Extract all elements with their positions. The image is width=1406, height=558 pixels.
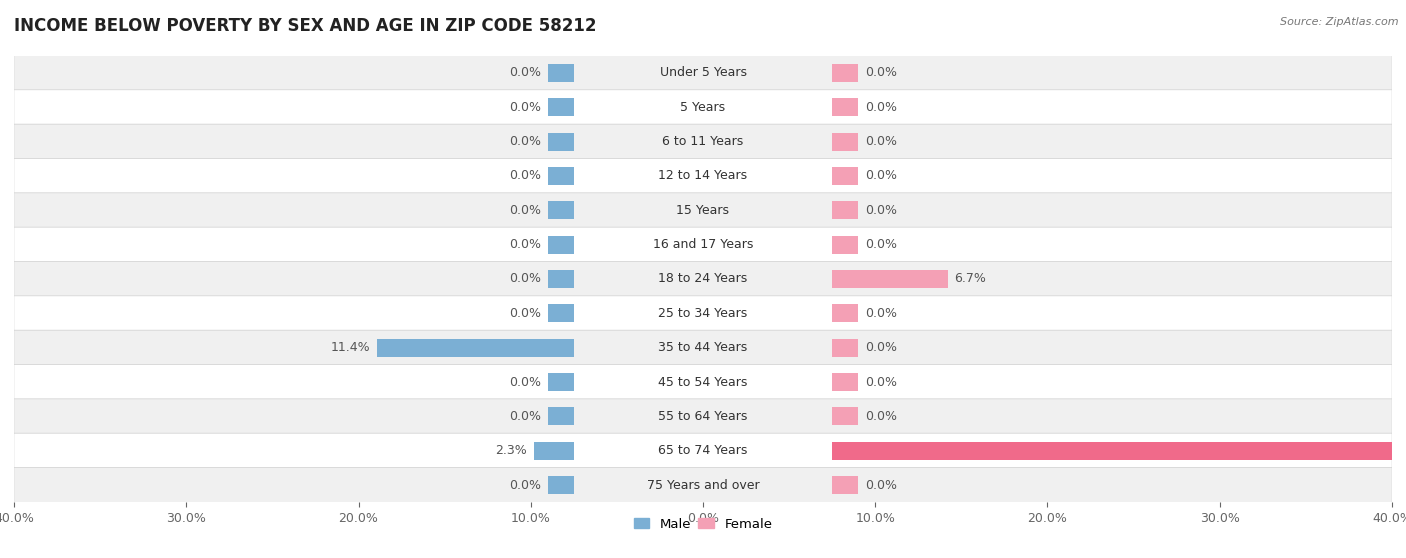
Text: INCOME BELOW POVERTY BY SEX AND AGE IN ZIP CODE 58212: INCOME BELOW POVERTY BY SEX AND AGE IN Z… (14, 17, 596, 35)
Bar (832, 305, 858, 323)
Text: 16 and 17 Years: 16 and 17 Years (652, 238, 754, 251)
Bar (832, 167, 858, 185)
Text: 0.0%: 0.0% (865, 101, 897, 114)
Text: 0.0%: 0.0% (509, 410, 541, 423)
Bar (534, 442, 574, 460)
Text: 0.0%: 0.0% (865, 135, 897, 148)
FancyBboxPatch shape (14, 124, 1392, 159)
Text: 0.0%: 0.0% (865, 170, 897, 182)
Text: 0.0%: 0.0% (509, 307, 541, 320)
Text: 15 Years: 15 Years (676, 204, 730, 217)
Text: 18 to 24 Years: 18 to 24 Years (658, 272, 748, 286)
Text: 0.0%: 0.0% (509, 238, 541, 251)
Text: 0.0%: 0.0% (865, 479, 897, 492)
Text: 2.3%: 2.3% (495, 444, 527, 457)
Text: 6 to 11 Years: 6 to 11 Years (662, 135, 744, 148)
Text: 0.0%: 0.0% (865, 410, 897, 423)
Bar (548, 476, 574, 494)
FancyBboxPatch shape (14, 330, 1392, 365)
Text: 35 to 44 Years: 35 to 44 Years (658, 341, 748, 354)
Bar (548, 133, 574, 151)
Text: 0.0%: 0.0% (509, 479, 541, 492)
Text: 0.0%: 0.0% (509, 170, 541, 182)
Bar (548, 407, 574, 425)
FancyBboxPatch shape (14, 433, 1392, 468)
Text: 45 to 54 Years: 45 to 54 Years (658, 376, 748, 388)
Text: 11.4%: 11.4% (330, 341, 371, 354)
Legend: Male, Female: Male, Female (628, 512, 778, 536)
Bar (832, 235, 858, 253)
Text: 0.0%: 0.0% (509, 101, 541, 114)
FancyBboxPatch shape (14, 227, 1392, 262)
Bar (832, 373, 858, 391)
Bar (832, 64, 858, 82)
Text: 0.0%: 0.0% (865, 238, 897, 251)
Text: 0.0%: 0.0% (509, 135, 541, 148)
FancyBboxPatch shape (14, 55, 1392, 90)
Bar (548, 64, 574, 82)
Bar (832, 407, 858, 425)
Bar (548, 305, 574, 323)
FancyBboxPatch shape (14, 262, 1392, 296)
Text: 5 Years: 5 Years (681, 101, 725, 114)
Bar (832, 133, 858, 151)
Text: 65 to 74 Years: 65 to 74 Years (658, 444, 748, 457)
Text: 25 to 34 Years: 25 to 34 Years (658, 307, 748, 320)
Text: 75 Years and over: 75 Years and over (647, 479, 759, 492)
FancyBboxPatch shape (14, 193, 1392, 228)
Bar (548, 167, 574, 185)
FancyBboxPatch shape (14, 296, 1392, 331)
Text: 0.0%: 0.0% (509, 66, 541, 79)
Bar (832, 98, 858, 116)
Bar (832, 339, 858, 357)
Text: 0.0%: 0.0% (509, 204, 541, 217)
Bar (832, 270, 948, 288)
FancyBboxPatch shape (14, 90, 1392, 125)
Text: 0.0%: 0.0% (865, 376, 897, 388)
Text: 12 to 14 Years: 12 to 14 Years (658, 170, 748, 182)
Text: 55 to 64 Years: 55 to 64 Years (658, 410, 748, 423)
FancyBboxPatch shape (14, 158, 1392, 194)
Text: 0.0%: 0.0% (865, 204, 897, 217)
Text: 0.0%: 0.0% (865, 307, 897, 320)
Bar (548, 270, 574, 288)
Text: Source: ZipAtlas.com: Source: ZipAtlas.com (1281, 17, 1399, 27)
Bar (832, 476, 858, 494)
Bar (832, 442, 1406, 460)
FancyBboxPatch shape (14, 364, 1392, 400)
Text: Under 5 Years: Under 5 Years (659, 66, 747, 79)
Text: 6.7%: 6.7% (955, 272, 987, 286)
FancyBboxPatch shape (14, 468, 1392, 503)
FancyBboxPatch shape (14, 399, 1392, 434)
Bar (548, 201, 574, 219)
Bar (548, 235, 574, 253)
Text: 0.0%: 0.0% (865, 341, 897, 354)
Bar (548, 373, 574, 391)
Text: 0.0%: 0.0% (509, 272, 541, 286)
Bar (377, 339, 574, 357)
Bar (832, 201, 858, 219)
Text: 0.0%: 0.0% (865, 66, 897, 79)
Bar (548, 98, 574, 116)
Text: 0.0%: 0.0% (509, 376, 541, 388)
